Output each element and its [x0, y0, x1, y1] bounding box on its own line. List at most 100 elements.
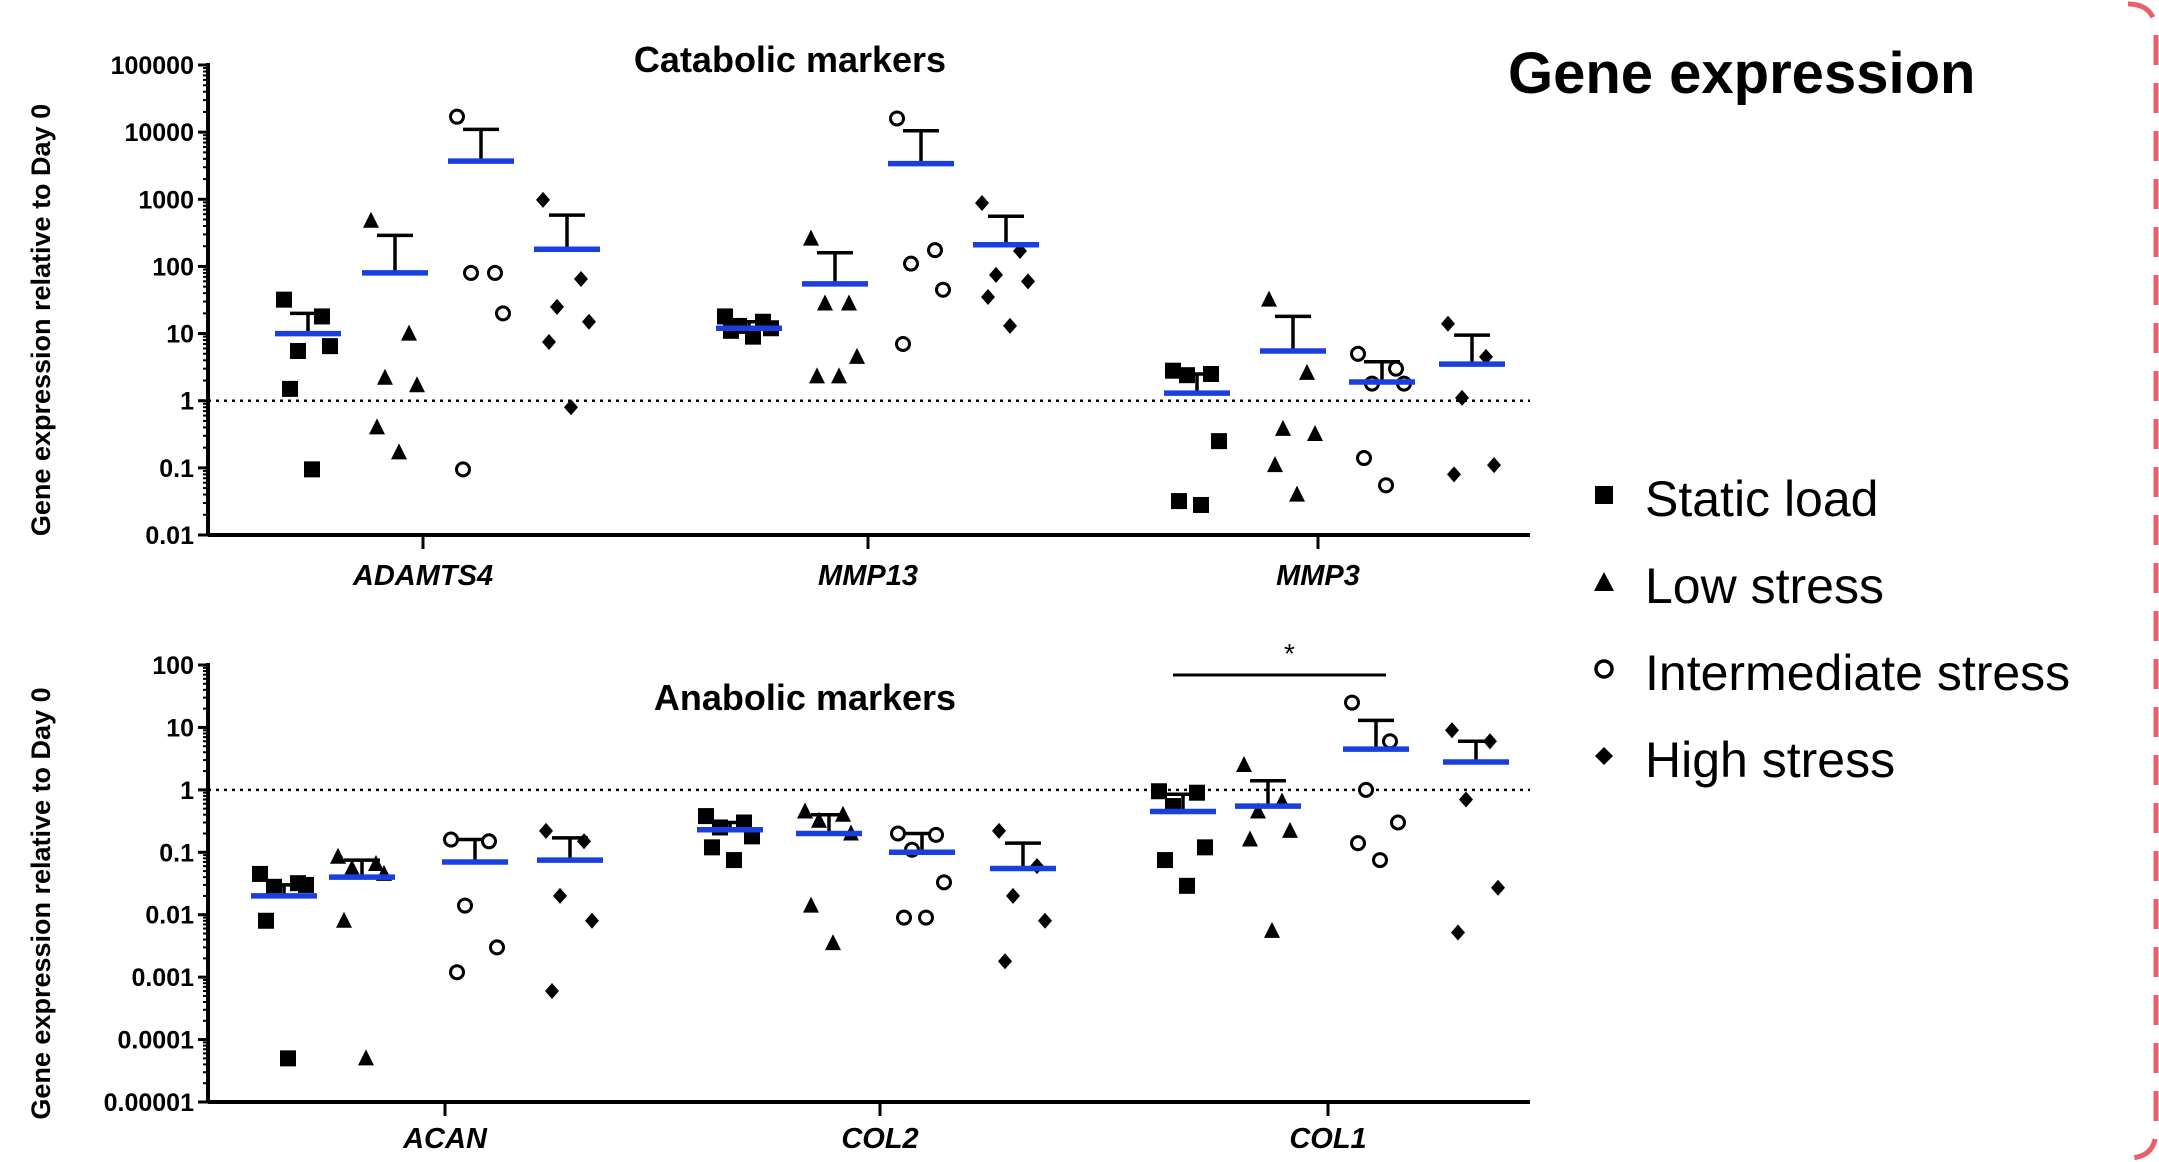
data-point — [1350, 835, 1366, 852]
data-point — [1358, 781, 1374, 798]
panel-anabolic-markers: 0.00001 0.0001 0.001 0.01 0.1 1 10 100 Gene expr… — [26, 638, 1530, 1155]
data-point — [1350, 345, 1366, 362]
data-point — [358, 1049, 374, 1066]
y-tick-label: 0.01 — [145, 902, 194, 930]
x-tick-label: COL2 — [841, 1123, 918, 1155]
data-point — [489, 939, 505, 956]
data-point — [1006, 887, 1020, 904]
data-point — [377, 368, 393, 385]
y-tick-label: 100 — [152, 652, 194, 680]
data-point — [817, 294, 833, 311]
data-point — [809, 367, 825, 384]
legend-label: Static load — [1645, 470, 1879, 527]
x-tick-label: MMP13 — [818, 560, 918, 592]
data-point — [1447, 466, 1461, 483]
data-point — [992, 822, 1006, 839]
data-point — [1388, 360, 1404, 377]
data-point — [258, 912, 274, 929]
y-tick-label: 1000 — [138, 186, 194, 214]
data-point — [276, 291, 292, 308]
data-point — [449, 108, 465, 125]
data-point — [745, 328, 761, 345]
data-point — [1157, 852, 1173, 869]
data-point — [835, 805, 851, 822]
data-point — [825, 934, 841, 951]
data-point — [927, 242, 943, 259]
data-point — [369, 418, 385, 435]
data-point — [1261, 290, 1277, 307]
chart-title: Anabolic markers — [654, 677, 956, 718]
y-tick-label: 1 — [180, 777, 194, 805]
frame-border — [2127, 1, 2159, 1161]
data-point — [1264, 921, 1280, 938]
data-point — [975, 195, 989, 212]
legend-label: Low stress — [1645, 557, 1884, 614]
y-axis-label: Gene expression relative to Day 0 — [26, 104, 56, 536]
data-point — [1451, 924, 1465, 941]
open-circle-icon — [1594, 659, 1614, 679]
data-point — [457, 897, 473, 914]
data-point — [1356, 450, 1372, 467]
x-tick-label: COL1 — [1289, 1123, 1366, 1155]
y-tick-label: 0.0001 — [118, 1027, 195, 1055]
data-point — [1282, 821, 1298, 838]
y-axis-label: Gene expression relative to Day 0 — [26, 687, 56, 1119]
x-tick-label: MMP3 — [1276, 560, 1360, 592]
data-point — [803, 896, 819, 913]
legend-label: High stress — [1645, 731, 1896, 788]
data-point — [935, 281, 951, 298]
data-point — [1189, 784, 1205, 801]
data-point — [1289, 485, 1305, 502]
data-point — [449, 964, 465, 981]
data-point — [539, 822, 553, 839]
data-point — [487, 264, 503, 281]
data-point — [1179, 877, 1195, 894]
page-title: Gene expression — [1508, 41, 1976, 106]
data-point — [443, 831, 459, 848]
data-point — [726, 852, 742, 869]
data-point — [545, 982, 559, 999]
data-point — [889, 110, 905, 127]
legend: Static load Low stress Intermediate stre… — [1585, 455, 2070, 803]
data-point — [304, 461, 320, 478]
y-tick-label: 100000 — [111, 52, 194, 80]
data-point — [1455, 389, 1469, 406]
filled-diamond-icon — [1595, 747, 1613, 765]
filled-square-icon — [1595, 486, 1613, 504]
y-tick-label: 0.1 — [159, 455, 194, 483]
x-tick-label: ADAMTS4 — [352, 560, 493, 592]
data-point — [564, 399, 578, 416]
y-tick-label: 0.001 — [131, 964, 194, 992]
data-point — [831, 367, 847, 384]
data-point — [1211, 433, 1227, 450]
data-point — [368, 854, 384, 871]
data-point — [363, 211, 379, 228]
y-tick-label: 100 — [152, 253, 194, 281]
filled-triangle-icon — [1594, 572, 1614, 591]
data-point — [903, 255, 919, 272]
data-point — [582, 313, 596, 330]
x-tick-label: ACAN — [402, 1123, 488, 1155]
data-point — [736, 814, 752, 831]
data-point — [1003, 317, 1017, 334]
data-point — [1203, 365, 1219, 382]
data-point — [1179, 367, 1195, 384]
data-point — [1372, 852, 1388, 869]
data-point — [1151, 783, 1167, 800]
data-point — [1267, 456, 1283, 473]
data-point — [550, 298, 564, 315]
legend-item-high-stress: High stress — [1585, 716, 2070, 803]
data-point — [455, 461, 471, 478]
data-point — [1038, 912, 1052, 929]
data-point — [896, 909, 912, 926]
data-point — [290, 343, 306, 360]
panel-catabolic-markers: 0.01 0.1 1 10 100 1000 10000 100000 Gene express… — [26, 39, 1530, 592]
data-point — [330, 847, 346, 864]
data-point — [280, 1050, 296, 1067]
legend-item-static-load: Static load — [1585, 455, 2070, 542]
data-point — [574, 270, 588, 287]
data-point — [481, 833, 497, 850]
data-point — [463, 264, 479, 281]
data-point — [553, 887, 567, 904]
y-tick-label: 10000 — [124, 119, 194, 147]
